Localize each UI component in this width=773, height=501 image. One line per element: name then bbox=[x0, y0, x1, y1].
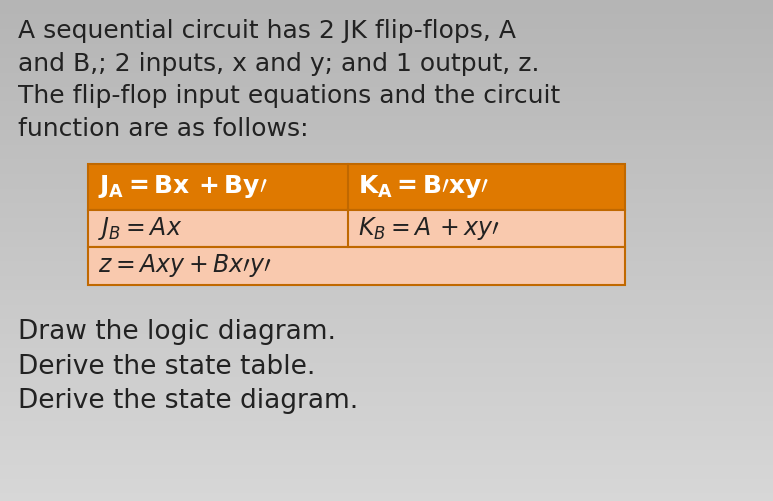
Text: A sequential circuit has 2 JK flip-flops, A: A sequential circuit has 2 JK flip-flops… bbox=[18, 19, 516, 43]
Text: Derive the state diagram.: Derive the state diagram. bbox=[18, 388, 358, 414]
Text: $K_B$$ = A\, +xy\prime$: $K_B$$ = A\, +xy\prime$ bbox=[359, 215, 500, 242]
Text: $J_B$$ = Ax$: $J_B$$ = Ax$ bbox=[98, 215, 182, 242]
Text: Derive the state table.: Derive the state table. bbox=[18, 354, 315, 379]
Text: $z = Axy + Bx\prime y\prime$: $z = Axy + Bx\prime y\prime$ bbox=[98, 252, 271, 279]
Text: Draw the logic diagram.: Draw the logic diagram. bbox=[18, 319, 336, 345]
FancyBboxPatch shape bbox=[88, 247, 625, 285]
FancyBboxPatch shape bbox=[88, 209, 625, 247]
Text: function are as follows:: function are as follows: bbox=[18, 117, 308, 140]
Text: The flip-flop input equations and the circuit: The flip-flop input equations and the ci… bbox=[18, 84, 560, 108]
Text: $\bf{J_A}$$\bf{ = Bx\, +By\prime}$: $\bf{J_A}$$\bf{ = Bx\, +By\prime}$ bbox=[98, 173, 267, 200]
Text: and B,; 2 inputs, x and y; and 1 output, z.: and B,; 2 inputs, x and y; and 1 output,… bbox=[18, 52, 540, 76]
FancyBboxPatch shape bbox=[88, 164, 625, 209]
Text: $\bf{K_A}$$\bf{ = B\prime xy\prime}$: $\bf{K_A}$$\bf{ = B\prime xy\prime}$ bbox=[359, 173, 490, 200]
